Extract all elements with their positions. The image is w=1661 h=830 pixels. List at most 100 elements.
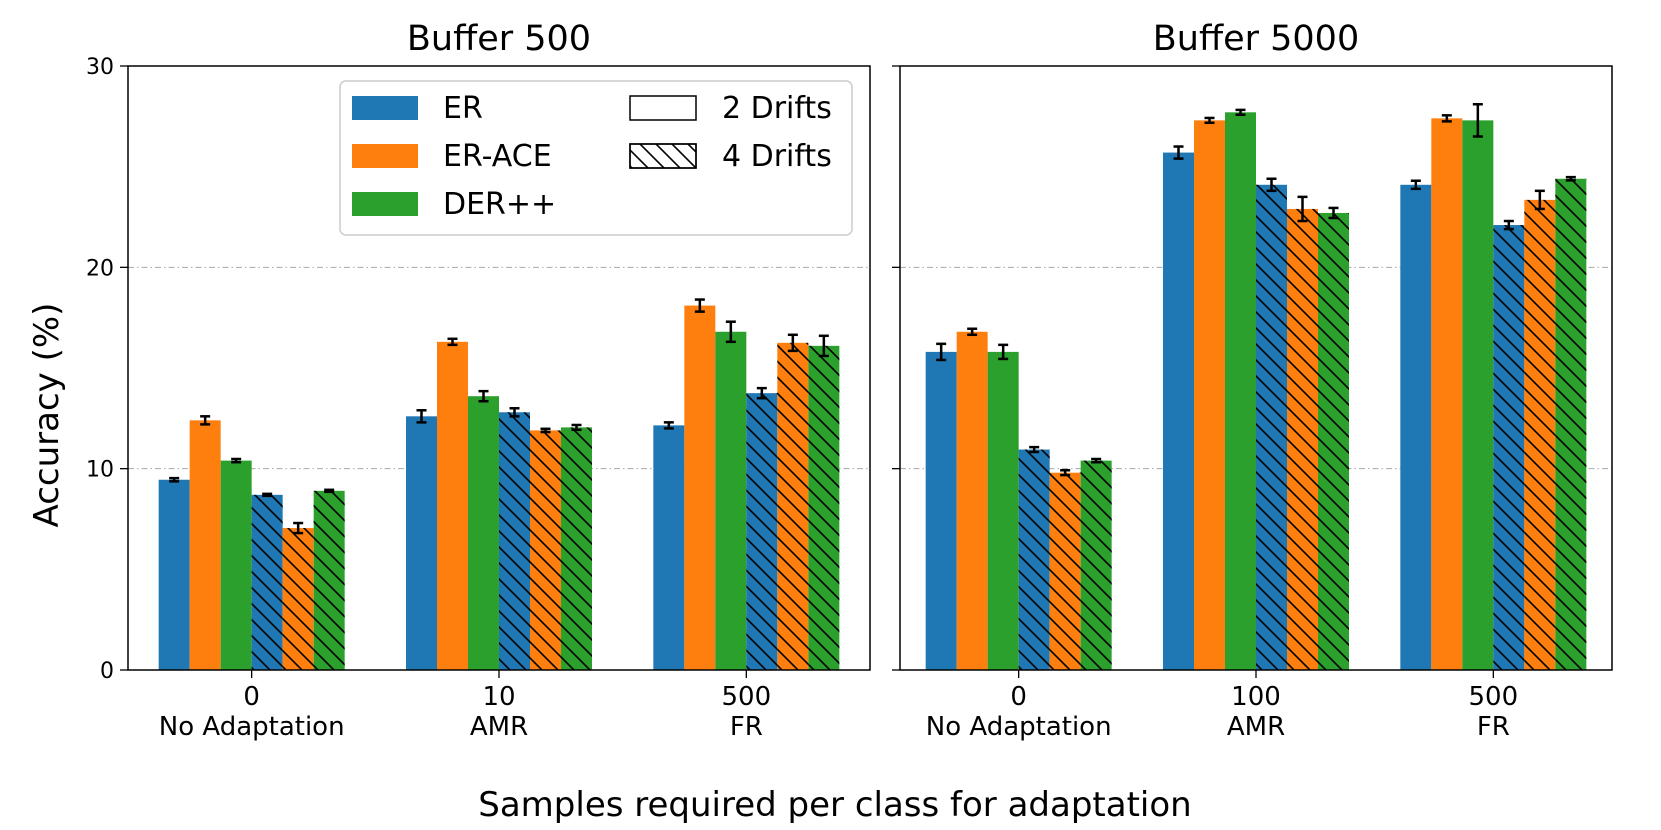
error-bar	[663, 421, 674, 430]
bar-er-ace-4-drifts-hatch	[282, 528, 314, 670]
x-group-label: AMR	[1227, 712, 1285, 742]
error-bar	[540, 427, 551, 434]
bar-derpp-2-drifts	[987, 351, 1019, 670]
bar-derpp-2-drifts	[468, 396, 499, 670]
error-bar	[1441, 114, 1452, 123]
x-group-label: AMR	[470, 712, 528, 742]
x-axis-label: Samples required per class for adaptatio…	[478, 785, 1191, 825]
error-bar	[169, 476, 180, 483]
legend-swatch-1	[352, 144, 418, 168]
error-bar	[1173, 145, 1184, 160]
error-bar	[1060, 469, 1071, 477]
bar-er-4-drifts-hatch	[746, 393, 778, 670]
x-tick-label: 500	[722, 682, 772, 712]
x-tick-label: 500	[1469, 682, 1519, 712]
axes-frame	[127, 65, 871, 671]
bar-derpp-2-drifts	[715, 331, 747, 670]
bar-er-4-drifts-hatch	[1493, 225, 1525, 670]
error-bar	[231, 457, 242, 464]
error-bar	[262, 492, 273, 498]
bar-derpp-2-drifts	[1225, 112, 1256, 671]
y-tick-label: 10	[86, 458, 114, 483]
panel-title: Buffer 500	[407, 19, 591, 59]
error-bar	[1472, 103, 1483, 138]
y-tick-label: 30	[86, 55, 114, 80]
bar-er-2-drifts	[925, 351, 957, 670]
error-bar	[1565, 175, 1576, 182]
x-group-label: No Adaptation	[926, 712, 1112, 742]
legend-label: 4 Drifts	[722, 139, 832, 174]
x-tick-label: 10	[482, 682, 515, 712]
error-bar	[725, 320, 736, 344]
x-tick-label: 0	[1010, 682, 1027, 712]
bar-er-ace-4-drifts-hatch	[530, 430, 561, 670]
x-tick-label: 100	[1231, 682, 1281, 712]
error-bar	[967, 327, 978, 337]
legend-label: 2 Drifts	[722, 91, 832, 126]
bar-derpp-4-drifts-hatch	[313, 490, 345, 670]
legend-box	[339, 80, 853, 236]
legend-swatch-drift-0	[629, 95, 697, 121]
legend-swatch-0	[352, 96, 418, 120]
bar-er-2-drifts	[406, 416, 437, 670]
bar-er-2-drifts	[158, 479, 190, 670]
error-bar	[936, 342, 947, 362]
bar-er-ace-2-drifts	[1431, 118, 1463, 670]
error-bar	[756, 386, 767, 400]
bar-er-ace-4-drifts-hatch	[1049, 472, 1081, 670]
bar-derpp-4-drifts-hatch	[1555, 178, 1587, 670]
error-bar	[1297, 195, 1308, 223]
x-group-label: FR	[1477, 712, 1510, 742]
error-bar	[447, 337, 458, 347]
bar-er-ace-2-drifts	[684, 305, 716, 670]
bar-er-ace-2-drifts	[189, 420, 221, 670]
bar-er-ace-2-drifts	[1194, 120, 1225, 671]
bar-er-ace-4-drifts-hatch	[1524, 199, 1556, 671]
axes-frame	[899, 65, 1613, 671]
legend-hatch	[630, 144, 696, 168]
y-tick-label: 0	[100, 659, 114, 684]
error-bar	[416, 409, 427, 424]
bar-er-4-drifts-hatch	[1256, 184, 1287, 670]
bar-er-2-drifts	[1163, 152, 1194, 670]
bar-er-ace-2-drifts	[437, 341, 468, 670]
legend-label: ER	[443, 91, 483, 126]
error-bar	[787, 333, 798, 353]
error-bar	[200, 415, 211, 426]
bar-er-2-drifts	[653, 425, 685, 670]
error-bar	[478, 389, 489, 403]
error-bar	[1235, 108, 1246, 116]
error-bar	[1029, 445, 1040, 454]
bar-er-ace-4-drifts-hatch	[777, 342, 809, 670]
legend-hatch-border	[629, 143, 697, 169]
x-group-label: No Adaptation	[159, 712, 345, 742]
bar-derpp-2-drifts	[220, 460, 252, 670]
y-tick-label: 20	[86, 256, 114, 281]
bar-derpp-4-drifts-hatch	[1080, 460, 1112, 670]
legend-label: ER-ACE	[443, 139, 552, 174]
x-group-label: FR	[730, 712, 763, 742]
error-bar	[1410, 179, 1421, 191]
error-bar	[1204, 116, 1215, 125]
bar-er-4-drifts-hatch	[1018, 449, 1050, 670]
bar-er-ace-4-drifts-hatch	[1287, 208, 1318, 671]
legend-label: DER++	[443, 187, 556, 222]
error-bar	[1534, 189, 1545, 211]
bar-derpp-4-drifts-hatch	[561, 427, 592, 670]
bar-er-4-drifts-hatch	[499, 412, 530, 670]
bar-derpp-2-drifts	[1462, 120, 1494, 671]
panel-title: Buffer 5000	[1153, 19, 1359, 59]
error-bar	[1503, 219, 1514, 231]
y-axis-label: Accuracy (%)	[27, 303, 67, 528]
error-bar	[998, 343, 1009, 361]
error-bar	[293, 521, 304, 535]
x-tick-label: 0	[243, 682, 260, 712]
error-bar	[694, 298, 705, 313]
bar-derpp-4-drifts-hatch	[1318, 212, 1349, 670]
error-bar	[1091, 457, 1102, 464]
error-bar	[571, 423, 582, 432]
legend-swatch-2	[352, 192, 418, 216]
bar-er-ace-2-drifts	[956, 331, 988, 670]
